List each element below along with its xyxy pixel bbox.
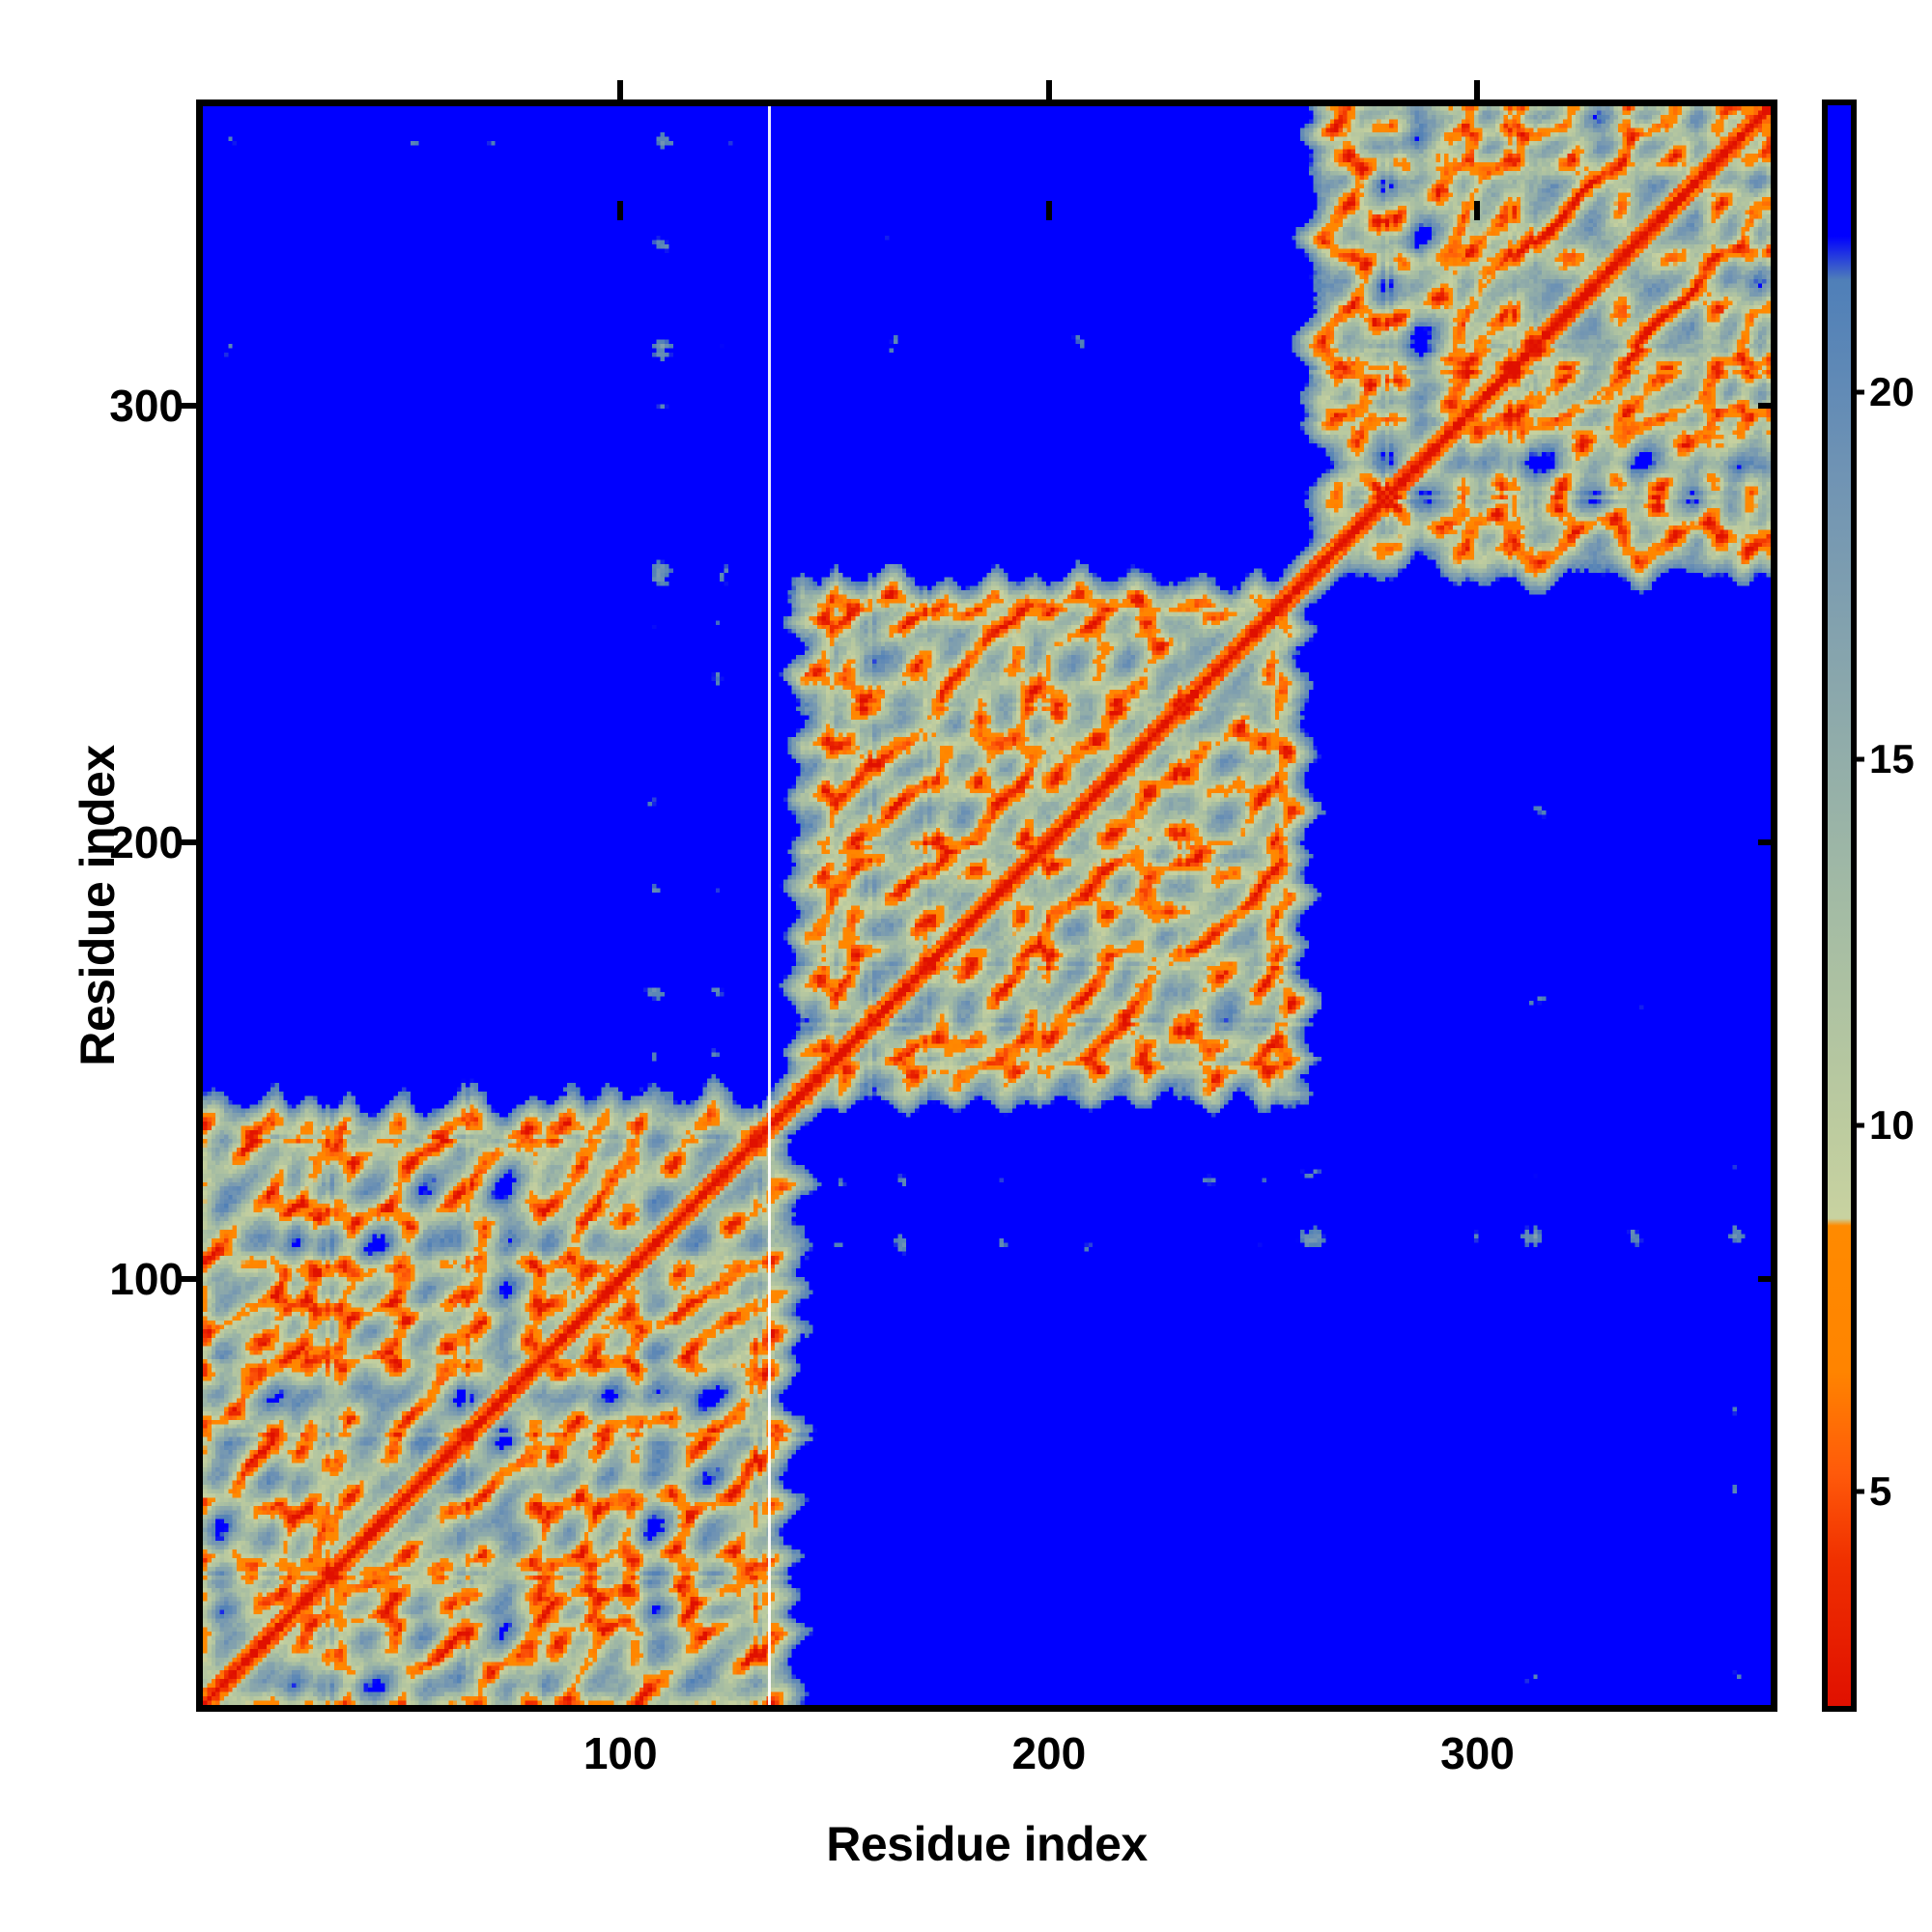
x-tick-label: 100 <box>582 1728 658 1778</box>
x-tickmark <box>1474 201 1481 220</box>
y-tick-label: 100 <box>109 1254 184 1305</box>
colorbar-tick-label: 10 <box>1869 1102 1915 1149</box>
x-tick-label: 300 <box>1440 1728 1515 1778</box>
x-tickmark <box>1045 80 1052 99</box>
heatmap-canvas <box>203 106 1771 1705</box>
colorbar-tick-label: 15 <box>1869 735 1915 781</box>
x-tickmark <box>1474 80 1481 99</box>
y-tickmark <box>1758 1276 1777 1283</box>
x-tickmark <box>617 201 624 220</box>
x-tick-label: 200 <box>1011 1728 1087 1778</box>
y-tick-label: 200 <box>109 816 184 867</box>
x-tickmark <box>1045 201 1052 220</box>
colorbar[interactable] <box>1822 99 1857 1712</box>
heatmap-plot-area[interactable] <box>196 99 1777 1712</box>
y-axis-label: Residue index <box>71 745 125 1066</box>
colorbar-gradient <box>1828 105 1851 1706</box>
y-tickmark <box>1758 838 1777 845</box>
colorbar-tick-label: 20 <box>1869 369 1915 415</box>
x-tickmark <box>617 80 624 99</box>
y-tickmark <box>177 402 196 409</box>
colorbar-tick-label: 5 <box>1869 1468 1892 1515</box>
x-axis-label: Residue index <box>826 1817 1148 1871</box>
y-tickmark <box>177 1276 196 1283</box>
y-tickmark <box>177 838 196 845</box>
y-tick-label: 300 <box>109 380 184 431</box>
y-tickmark <box>1758 402 1777 409</box>
